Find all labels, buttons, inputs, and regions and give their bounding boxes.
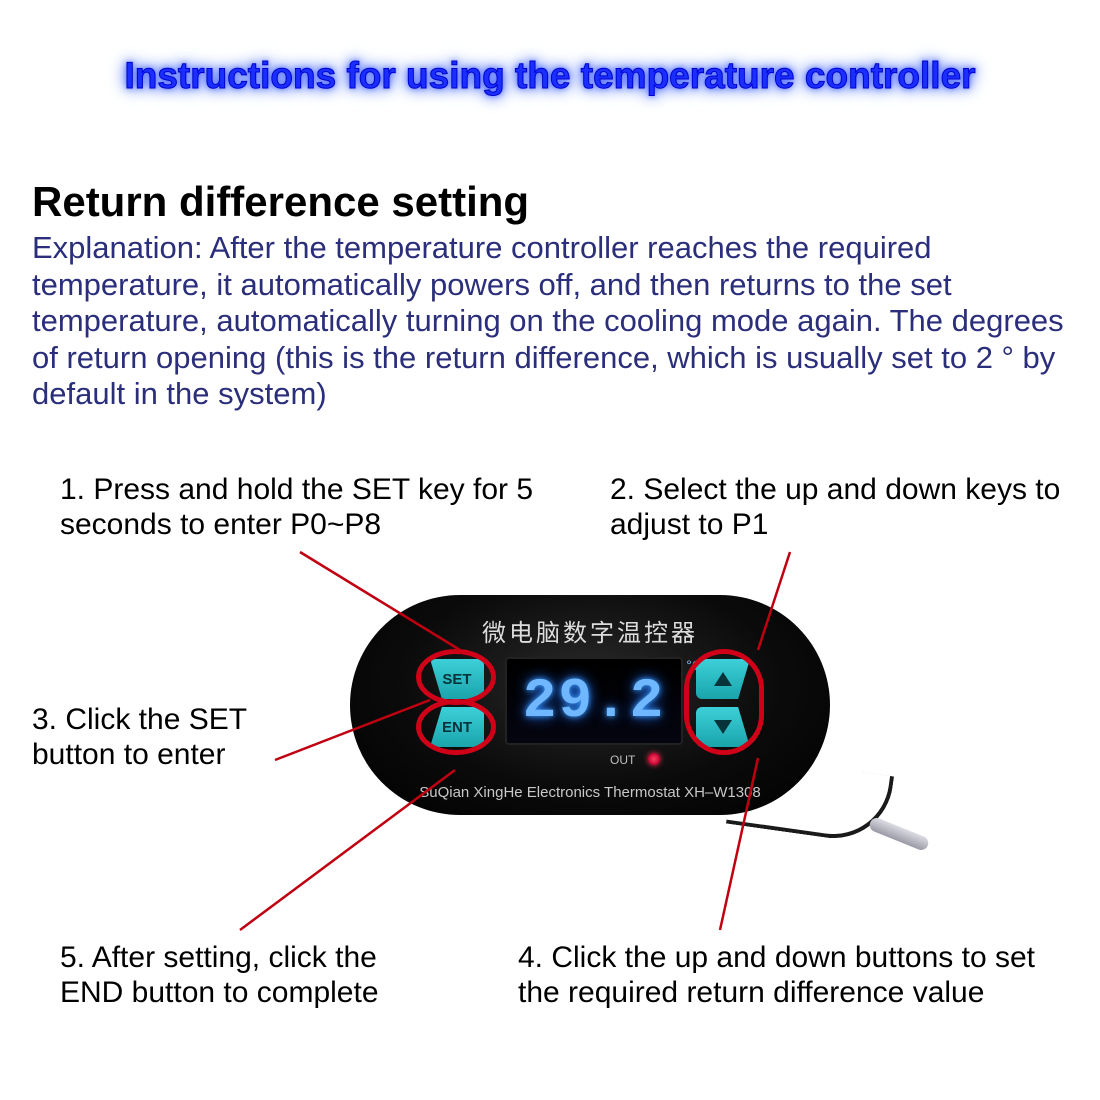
probe-wire-icon: [726, 754, 894, 846]
step-5: 5. After setting, click the END button t…: [60, 940, 410, 1011]
highlight-set-icon: [416, 649, 496, 705]
out-led-icon: [648, 753, 660, 765]
step-4: 4. Click the up and down buttons to set …: [518, 940, 1078, 1011]
device-chinese-title: 微电脑数字温控器: [350, 613, 830, 648]
callout-lines: [0, 0, 1100, 1100]
step-3: 3. Click the SET button to enter: [32, 702, 332, 773]
step-1: 1. Press and hold the SET key for 5 seco…: [60, 472, 580, 543]
page-title: Instructions for using the temperature c…: [0, 55, 1100, 97]
step-2: 2. Select the up and down keys to adjust…: [610, 472, 1080, 543]
out-label: OUT: [610, 753, 635, 767]
thermostat-device: 微电脑数字温控器 29.2 °C SET ENT OUT SuQian Xing…: [350, 595, 830, 815]
lcd-display: 29.2: [505, 657, 683, 745]
lcd-value: 29.2: [523, 669, 665, 733]
highlight-ent-icon: [416, 699, 496, 755]
probe-tip-icon: [868, 816, 931, 852]
section-heading: Return difference setting: [32, 178, 529, 226]
highlight-updown-icon: [684, 649, 764, 755]
explanation-text: Explanation: After the temperature contr…: [32, 230, 1068, 413]
